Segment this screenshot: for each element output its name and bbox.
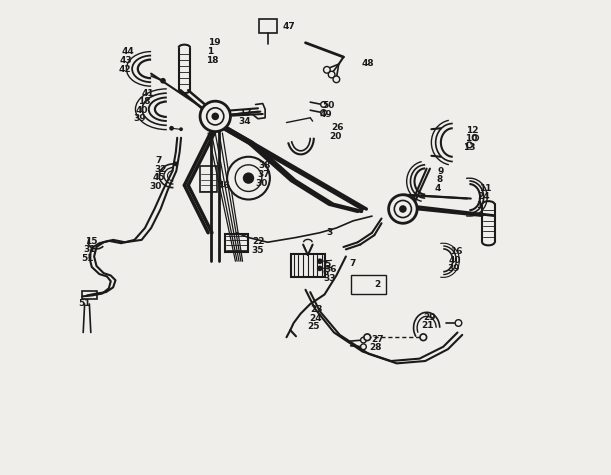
Circle shape <box>200 101 230 132</box>
Text: 26: 26 <box>332 123 344 132</box>
Text: 6: 6 <box>323 268 329 277</box>
Text: 30: 30 <box>150 182 162 190</box>
Text: 24: 24 <box>309 314 321 323</box>
Bar <box>225 234 249 252</box>
Text: 29: 29 <box>423 313 436 322</box>
Circle shape <box>473 135 478 141</box>
Circle shape <box>227 157 270 200</box>
Text: 32: 32 <box>154 165 166 173</box>
Text: 18: 18 <box>206 56 218 65</box>
Circle shape <box>364 334 371 341</box>
Text: 49: 49 <box>320 111 332 119</box>
Text: 13: 13 <box>463 143 476 152</box>
Bar <box>200 166 217 192</box>
Bar <box>259 19 277 33</box>
Text: 10: 10 <box>464 134 477 143</box>
Text: 7: 7 <box>156 156 163 165</box>
Circle shape <box>321 110 326 115</box>
Circle shape <box>360 344 367 350</box>
Bar <box>351 275 386 294</box>
Circle shape <box>394 200 411 218</box>
Circle shape <box>389 195 417 223</box>
Text: 34: 34 <box>238 117 251 126</box>
Text: 20: 20 <box>329 132 342 141</box>
Text: 16: 16 <box>450 247 463 256</box>
Text: 2: 2 <box>375 280 381 288</box>
Text: 48: 48 <box>362 59 374 67</box>
Text: 44: 44 <box>121 47 134 56</box>
Circle shape <box>317 266 323 271</box>
Text: 22: 22 <box>252 237 265 246</box>
Text: 5: 5 <box>324 260 331 268</box>
Text: 21: 21 <box>422 322 434 330</box>
Text: 36: 36 <box>324 266 337 274</box>
Circle shape <box>243 172 254 184</box>
Circle shape <box>207 108 224 125</box>
Text: 1: 1 <box>477 201 483 209</box>
Text: 11: 11 <box>479 184 491 192</box>
Text: 1: 1 <box>207 47 213 56</box>
Text: 31: 31 <box>83 246 96 254</box>
Circle shape <box>321 102 326 107</box>
Text: 33: 33 <box>324 275 336 283</box>
Circle shape <box>324 66 330 73</box>
Circle shape <box>235 165 262 191</box>
Text: 23: 23 <box>310 305 323 314</box>
Text: 51: 51 <box>81 254 94 263</box>
Text: 27: 27 <box>371 335 384 343</box>
Text: 25: 25 <box>307 323 320 331</box>
Text: 24: 24 <box>477 192 490 201</box>
Text: 40: 40 <box>136 106 148 114</box>
Circle shape <box>455 320 462 326</box>
Circle shape <box>420 334 426 341</box>
Circle shape <box>333 76 340 83</box>
Text: 4: 4 <box>434 184 441 192</box>
Text: 40: 40 <box>449 256 461 265</box>
Text: 35: 35 <box>251 246 263 255</box>
Circle shape <box>328 71 335 78</box>
Text: 19: 19 <box>208 38 221 47</box>
Text: 38: 38 <box>258 161 271 170</box>
Text: 12: 12 <box>466 126 478 134</box>
Text: 43: 43 <box>120 56 133 65</box>
Circle shape <box>211 113 219 120</box>
Text: 42: 42 <box>119 65 131 74</box>
Text: 8: 8 <box>436 175 442 184</box>
Text: 47: 47 <box>283 22 296 30</box>
Circle shape <box>317 258 323 264</box>
Text: 45: 45 <box>153 173 165 182</box>
Text: 17: 17 <box>239 109 252 117</box>
Circle shape <box>399 205 407 213</box>
Circle shape <box>179 127 183 131</box>
Circle shape <box>360 337 367 343</box>
Text: 28: 28 <box>369 343 382 352</box>
Text: 37: 37 <box>257 170 269 179</box>
Text: 3: 3 <box>326 228 332 237</box>
Text: 50: 50 <box>322 101 334 110</box>
Text: 18: 18 <box>138 97 151 106</box>
Circle shape <box>174 162 178 166</box>
Text: 46: 46 <box>218 181 230 190</box>
Text: 15: 15 <box>85 237 97 246</box>
Text: 51: 51 <box>78 300 91 308</box>
Text: 7: 7 <box>349 259 356 268</box>
Bar <box>291 254 324 277</box>
Circle shape <box>467 142 472 148</box>
Text: 39: 39 <box>447 265 460 273</box>
Circle shape <box>160 78 166 84</box>
Circle shape <box>169 126 174 131</box>
Text: 39: 39 <box>134 114 146 123</box>
Text: 30: 30 <box>255 179 268 188</box>
Text: 9: 9 <box>437 167 444 175</box>
Bar <box>82 291 97 299</box>
Text: 41: 41 <box>142 89 154 97</box>
